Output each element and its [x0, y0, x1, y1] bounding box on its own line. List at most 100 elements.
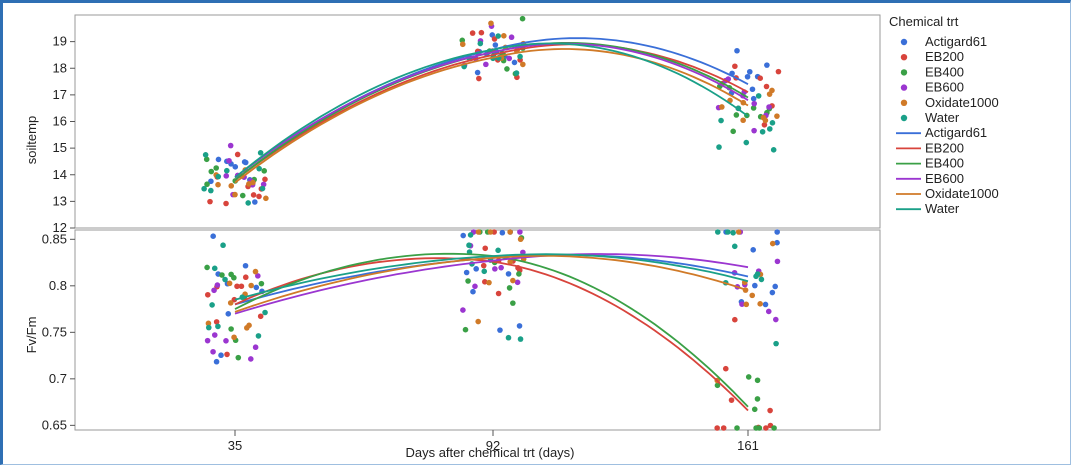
data-point — [718, 117, 724, 124]
fit-line-water — [234, 42, 749, 179]
data-point — [724, 229, 731, 235]
data-point — [495, 247, 501, 254]
data-point — [204, 291, 211, 298]
data-point — [213, 165, 220, 171]
data-point — [714, 382, 721, 389]
legend-label: Oxidate1000 — [925, 186, 999, 201]
data-point — [469, 30, 476, 36]
data-point — [506, 55, 513, 62]
data-point — [774, 239, 780, 246]
data-point — [773, 316, 779, 323]
data-point — [473, 266, 479, 272]
data-point — [238, 283, 245, 290]
y-axis-label-soiltemp: soiltemp — [24, 116, 39, 164]
data-point — [495, 33, 501, 39]
data-point — [234, 283, 240, 290]
data-point — [256, 193, 262, 200]
y-tick-label: 12 — [53, 220, 67, 235]
data-point — [481, 268, 488, 275]
data-point — [732, 316, 738, 323]
data-point — [466, 242, 472, 249]
data-point — [202, 151, 209, 158]
data-point — [215, 323, 221, 330]
data-point — [769, 87, 775, 94]
fit-line-water — [234, 253, 749, 301]
data-point — [746, 68, 753, 75]
data-point — [513, 70, 520, 76]
data-point — [520, 61, 526, 68]
data-point — [247, 356, 254, 362]
data-point — [259, 185, 266, 192]
data-point — [755, 93, 762, 99]
data-point — [517, 53, 523, 60]
data-point — [474, 69, 481, 76]
data-point — [763, 83, 770, 90]
data-point — [716, 144, 722, 150]
legend-marker-water — [900, 114, 908, 122]
data-point — [208, 178, 214, 185]
data-point — [497, 327, 503, 333]
data-point — [211, 287, 217, 294]
data-point — [215, 156, 222, 163]
data-point — [488, 20, 494, 27]
data-point — [477, 40, 484, 47]
data-point — [511, 59, 518, 66]
data-point — [256, 165, 262, 172]
y-tick-label: 17 — [53, 87, 67, 102]
data-point — [751, 100, 758, 107]
y-tick-label: 13 — [53, 193, 67, 208]
data-point — [516, 323, 523, 329]
data-point — [242, 159, 249, 166]
data-point — [766, 104, 772, 110]
fit-line-eb600 — [234, 253, 749, 315]
y-tick-label: 16 — [53, 114, 67, 129]
data-point — [510, 300, 516, 306]
fit-line-oxidate1000 — [234, 48, 749, 184]
data-point — [482, 245, 489, 252]
data-point — [757, 301, 763, 307]
data-point — [208, 168, 215, 175]
data-point — [773, 340, 779, 347]
data-point — [253, 284, 260, 291]
data-point — [750, 105, 757, 111]
data-point — [765, 308, 772, 315]
data-point — [758, 276, 765, 283]
y-tick-label: 0.7 — [49, 371, 67, 386]
data-point — [213, 319, 220, 325]
legend-label: EB400 — [925, 64, 964, 79]
data-point — [750, 95, 757, 102]
y-tick-label: 0.65 — [42, 417, 67, 432]
x-tick-label: 92 — [486, 438, 500, 453]
data-point — [257, 150, 264, 156]
legend-label: Actigard61 — [925, 125, 987, 140]
data-point — [751, 406, 758, 413]
data-point — [775, 68, 782, 75]
x-axis-label: Days after chemical trt (days) — [405, 445, 574, 460]
data-point — [231, 296, 238, 303]
y-axis-label-fvfm: Fv/Fm — [24, 317, 39, 354]
legend: Chemical trt Actigard61EB200EB400EB600Ox… — [889, 14, 999, 216]
data-point — [772, 283, 779, 290]
data-point — [744, 73, 751, 80]
data-point — [498, 264, 504, 271]
data-point — [235, 354, 242, 361]
data-point — [770, 147, 777, 153]
legend-label: Actigard61 — [925, 34, 987, 49]
fit-line-eb200 — [234, 43, 749, 181]
legend-label: EB400 — [925, 156, 964, 171]
data-point — [215, 173, 222, 180]
y-tick-label: 14 — [53, 167, 67, 182]
data-point — [472, 283, 478, 290]
data-point — [514, 279, 521, 286]
y-tick-label: 0.75 — [42, 324, 67, 339]
data-point — [749, 86, 756, 93]
data-point — [231, 334, 237, 341]
data-point — [508, 34, 515, 41]
data-point — [480, 262, 487, 269]
x-tick-label: 35 — [228, 438, 242, 453]
data-point — [262, 309, 268, 316]
data-point — [467, 232, 474, 238]
data-point — [510, 277, 516, 284]
data-point — [749, 292, 756, 299]
